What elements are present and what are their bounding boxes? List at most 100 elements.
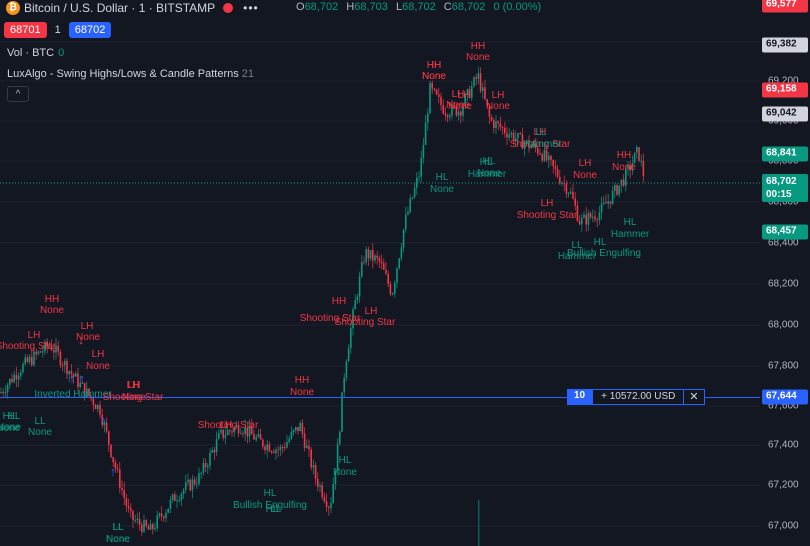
pattern-label: Hammer xyxy=(467,169,507,180)
candle-body xyxy=(413,187,416,198)
candle-body xyxy=(20,372,22,376)
candle-body xyxy=(70,371,73,374)
pattern-label: Shooting Star xyxy=(102,392,164,403)
candle-body xyxy=(508,134,510,138)
candle-body xyxy=(567,193,570,195)
candle-body xyxy=(400,247,403,259)
candle-body xyxy=(563,182,565,184)
pattern-label: HL xyxy=(593,237,607,248)
candle-body xyxy=(559,176,561,184)
candle-body xyxy=(482,87,484,91)
pattern-label: HH xyxy=(44,294,60,305)
candle-body xyxy=(616,185,618,195)
candle-body xyxy=(620,179,623,186)
candle-body xyxy=(576,205,579,221)
candle-body xyxy=(180,493,183,501)
price-badge: 68,841 xyxy=(762,146,808,162)
candle-body xyxy=(229,430,231,432)
pattern-label: LH xyxy=(219,420,233,431)
up-arrow-icon: ↑ xyxy=(68,371,76,386)
candle-body xyxy=(466,89,469,95)
price-tick-label: 67,400 xyxy=(768,439,799,451)
candle-body xyxy=(581,217,583,225)
quantity-value[interactable]: 1 xyxy=(54,24,61,36)
pattern-label: None xyxy=(486,101,510,112)
price-axis[interactable]: 69,40069,20069,00068,80068,60068,40068,2… xyxy=(760,0,810,546)
pattern-label: HH xyxy=(426,60,442,71)
candle-body xyxy=(246,427,249,437)
symbol-header: ₿ Bitcoin / U.S. Dollar · 1 · BITSTAMP •… xyxy=(0,0,259,15)
candle-body xyxy=(141,524,143,532)
collapse-legend-button[interactable]: ^ xyxy=(7,86,29,102)
pattern-label: None xyxy=(28,427,52,438)
candle-body xyxy=(367,249,370,259)
candle-body xyxy=(15,374,18,380)
order-quantity[interactable]: 10 xyxy=(567,389,593,405)
pattern-label: Shooting Star xyxy=(516,210,578,221)
candle-body xyxy=(211,450,213,453)
candle-body xyxy=(110,444,112,457)
symbol-title[interactable]: Bitcoin / U.S. Dollar · 1 · BITSTAMP xyxy=(24,0,216,15)
candle-body xyxy=(598,212,601,221)
candle-body xyxy=(132,510,134,521)
order-line[interactable] xyxy=(0,397,760,398)
candle-body xyxy=(528,140,530,149)
candle-body xyxy=(286,441,288,448)
volume-legend[interactable]: Vol · BTC 0 xyxy=(7,47,64,59)
candle-body xyxy=(92,398,95,406)
up-arrow-icon: ↑ xyxy=(78,371,86,386)
close-order-icon[interactable]: ✕ xyxy=(684,389,705,405)
pattern-label: None xyxy=(0,422,21,433)
candle-body xyxy=(242,433,244,435)
indicator-legend[interactable]: LuxAlgo - Swing Highs/Lows & Candle Patt… xyxy=(7,68,254,80)
candle-body xyxy=(548,155,550,161)
candle-body xyxy=(614,185,616,191)
candle-body xyxy=(158,513,161,516)
order-widget[interactable]: 10 + 10572.00 USD ✕ xyxy=(567,389,705,405)
candle-body xyxy=(187,479,189,483)
candle-body xyxy=(499,123,502,128)
price-tick-label: 67,600 xyxy=(768,400,799,412)
candle-body xyxy=(633,152,636,164)
price-tick-label: 67,000 xyxy=(768,520,799,532)
candle-body xyxy=(638,147,640,161)
candle-body xyxy=(433,88,436,90)
candle-body xyxy=(22,363,24,373)
candle-body xyxy=(233,427,235,433)
price-tick-label: 67,200 xyxy=(768,479,799,491)
candle-body xyxy=(306,445,308,449)
market-status-icon xyxy=(223,2,234,13)
pattern-label: LH xyxy=(457,90,471,101)
candle-body xyxy=(530,146,532,149)
price-tick-label: 68,400 xyxy=(768,237,799,249)
candle-body xyxy=(13,374,15,383)
candle-body xyxy=(574,198,576,206)
candle-body xyxy=(396,268,398,283)
dots-icon[interactable]: ••• xyxy=(243,0,259,15)
pattern-label: Hammer xyxy=(557,251,597,262)
candle-body xyxy=(64,360,66,366)
candle-body xyxy=(0,391,2,393)
candle-body xyxy=(226,430,229,436)
sell-button[interactable]: 68701 xyxy=(4,22,47,38)
pattern-label: Inverted Hammer xyxy=(34,389,112,400)
candle-body xyxy=(207,465,209,468)
candle-body xyxy=(68,371,70,375)
price-badge: 69,042 xyxy=(762,106,808,122)
candle-body xyxy=(341,392,343,432)
candle-body xyxy=(116,468,119,470)
candle-body xyxy=(640,160,642,162)
candle-body xyxy=(383,263,385,270)
chart-area[interactable] xyxy=(0,0,760,546)
candle-body xyxy=(488,106,491,117)
pattern-label: Hammer xyxy=(522,139,562,150)
candle-body xyxy=(176,500,178,502)
buy-button[interactable]: 68702 xyxy=(68,22,112,38)
pattern-label: None xyxy=(290,387,314,398)
candle-body xyxy=(156,515,158,529)
candlestick-chart[interactable] xyxy=(0,0,760,546)
candle-body xyxy=(451,104,453,116)
candle-body xyxy=(365,249,367,263)
candle-body xyxy=(446,115,449,118)
candle-body xyxy=(31,356,33,365)
